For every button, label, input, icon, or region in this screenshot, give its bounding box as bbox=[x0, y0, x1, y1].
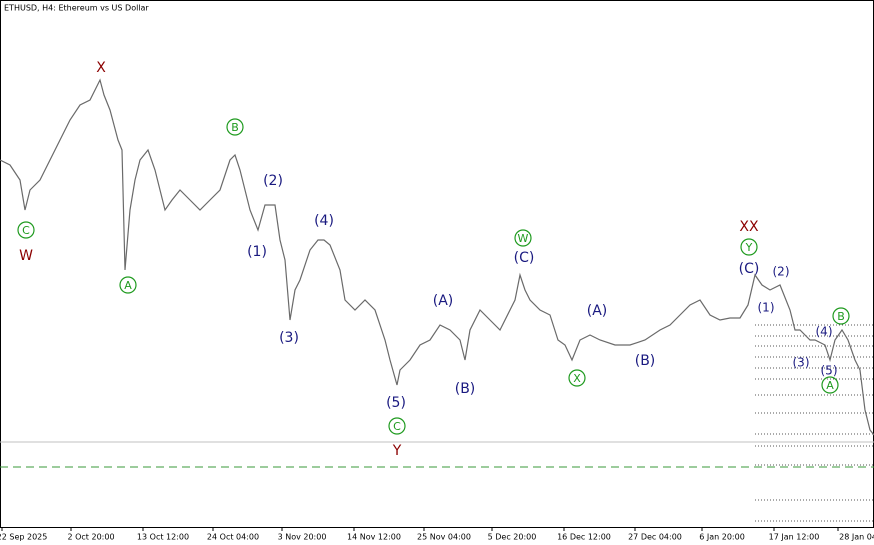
wave-label: (C) bbox=[514, 250, 535, 266]
wave-label: X bbox=[96, 60, 106, 76]
wave-label: Y bbox=[392, 443, 402, 459]
x-tick-label: 2 Oct 20:00 bbox=[67, 533, 114, 542]
wave-label: Y bbox=[745, 241, 753, 254]
x-tick-label: 17 Jan 12:00 bbox=[769, 533, 820, 542]
wave-circle bbox=[821, 376, 839, 394]
wave-label: (5) bbox=[821, 364, 838, 378]
x-tick-label: 6 Jan 20:00 bbox=[699, 533, 745, 542]
wave-label: A bbox=[826, 379, 834, 392]
chart-title: ETHUSD, H4: Ethereum vs US Dollar bbox=[4, 4, 149, 13]
wave-label: A bbox=[124, 279, 132, 292]
wave-label: (A) bbox=[587, 303, 608, 319]
x-tick-label: 28 Jan 04 bbox=[839, 533, 874, 542]
wave-label: (2) bbox=[773, 265, 790, 279]
x-tick-label: 14 Nov 12:00 bbox=[347, 533, 401, 542]
x-tick-label: 13 Oct 12:00 bbox=[137, 533, 189, 542]
wave-label: X bbox=[573, 372, 581, 385]
x-tick-label: 27 Dec 04:00 bbox=[628, 533, 682, 542]
wave-label: (5) bbox=[386, 395, 406, 411]
wave-label: (B) bbox=[455, 381, 476, 397]
wave-label: (1) bbox=[758, 301, 775, 315]
plot-frame bbox=[0, 0, 874, 528]
x-tick-label: 22 Sep 2025 bbox=[0, 533, 47, 542]
x-tick-label: 3 Nov 20:00 bbox=[278, 533, 327, 542]
wave-label: (3) bbox=[279, 330, 299, 346]
wave-label: (B) bbox=[635, 353, 656, 369]
wave-circle bbox=[514, 229, 532, 247]
wave-circle bbox=[226, 118, 244, 136]
wave-circle bbox=[568, 369, 586, 387]
wave-label: (A) bbox=[433, 293, 454, 309]
fib-levels bbox=[755, 324, 874, 522]
wave-label: (C) bbox=[739, 261, 760, 277]
x-tick-label: 16 Dec 12:00 bbox=[557, 533, 611, 542]
x-tick-label: 25 Nov 04:00 bbox=[417, 533, 471, 542]
wave-label: C bbox=[393, 420, 401, 433]
wave-label: (4) bbox=[314, 213, 334, 229]
price-line bbox=[0, 78, 874, 436]
wave-label: W bbox=[19, 248, 33, 264]
wave-label: B bbox=[231, 121, 239, 134]
wave-label: (4) bbox=[816, 325, 833, 339]
wave-label: W bbox=[518, 232, 529, 245]
wave-label: B bbox=[837, 310, 845, 323]
wave-label: (2) bbox=[263, 173, 283, 189]
wave-label: (1) bbox=[247, 244, 267, 260]
wave-circle bbox=[388, 417, 406, 435]
wave-circle bbox=[740, 238, 758, 256]
wave-circle bbox=[119, 276, 137, 294]
wave-circle bbox=[832, 307, 850, 325]
x-tick-label: 24 Oct 04:00 bbox=[207, 533, 259, 542]
wave-label: XX bbox=[739, 219, 759, 235]
wave-label: (3) bbox=[793, 356, 810, 370]
x-tick-label: 5 Dec 20:00 bbox=[488, 533, 537, 542]
wave-label: C bbox=[22, 224, 30, 237]
wave-circle bbox=[17, 221, 35, 239]
